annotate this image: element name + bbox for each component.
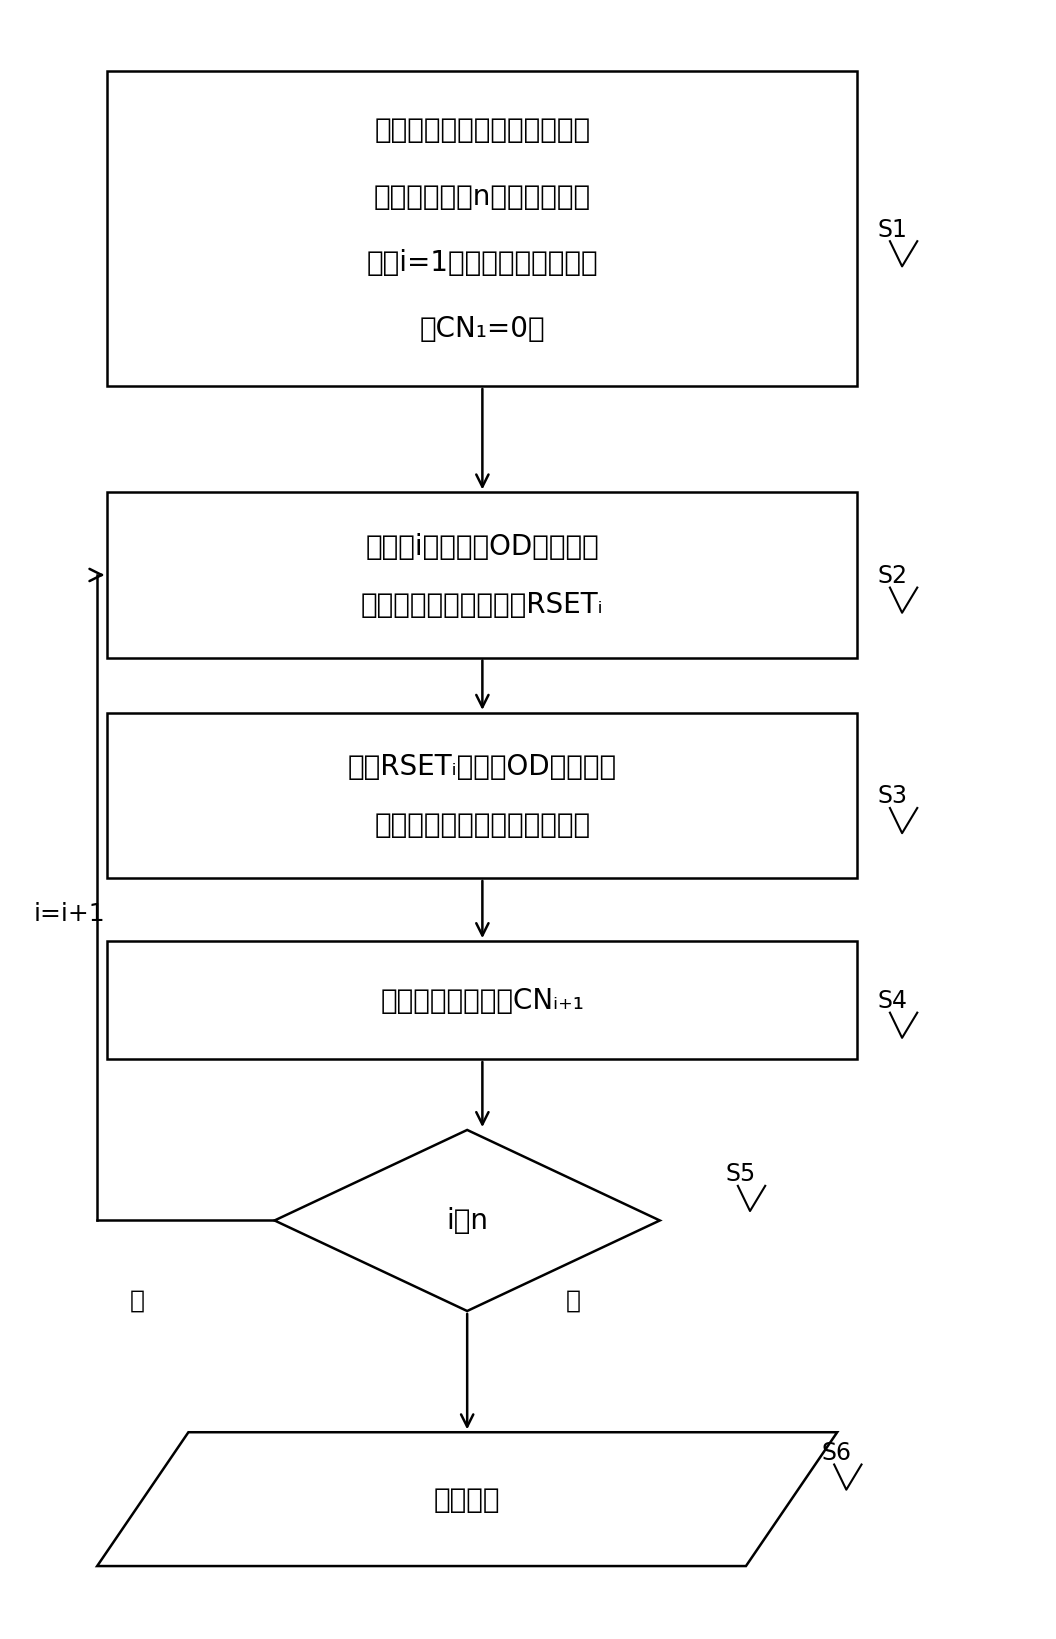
Text: 是: 是 xyxy=(130,1287,146,1311)
Text: 构造动态有效路径集合RSETᵢ: 构造动态有效路径集合RSETᵢ xyxy=(361,590,604,618)
Text: i=i+1: i=i+1 xyxy=(34,901,106,926)
Text: 初始化，加载基础数据，并设: 初始化，加载基础数据，并设 xyxy=(374,116,590,144)
Polygon shape xyxy=(97,1432,837,1567)
Text: 定时间窗总数n，统计时间窗: 定时间窗总数n，统计时间窗 xyxy=(374,182,591,210)
Polygon shape xyxy=(275,1131,660,1311)
Text: i＜n: i＜n xyxy=(447,1206,488,1234)
Text: S3: S3 xyxy=(878,783,908,808)
Text: 路径选择比例，获得路径流量: 路径选择比例，获得路径流量 xyxy=(374,811,590,839)
Bar xyxy=(108,493,857,659)
Text: 读取第i时间窗的OD分布量，: 读取第i时间窗的OD分布量， xyxy=(365,533,599,561)
Text: S1: S1 xyxy=(878,218,907,241)
Text: S2: S2 xyxy=(878,564,908,588)
Text: 基于RSETᵢ，确定OD间各有效: 基于RSETᵢ，确定OD间各有效 xyxy=(347,752,617,780)
Bar xyxy=(108,941,857,1059)
Text: S5: S5 xyxy=(725,1162,756,1185)
Text: S6: S6 xyxy=(822,1441,852,1464)
Bar xyxy=(108,72,857,387)
Text: 路径流量: 路径流量 xyxy=(434,1485,501,1513)
Text: 更新路段拥挤费用CNᵢ₊₁: 更新路段拥挤费用CNᵢ₊₁ xyxy=(380,987,584,1015)
Text: S4: S4 xyxy=(878,988,908,1013)
Bar xyxy=(108,713,857,879)
Text: 值CN₁=0。: 值CN₁=0。 xyxy=(419,315,545,343)
Text: 否: 否 xyxy=(566,1287,581,1311)
Text: 变量i=1，路段拥挤费用初始: 变量i=1，路段拥挤费用初始 xyxy=(366,249,598,277)
